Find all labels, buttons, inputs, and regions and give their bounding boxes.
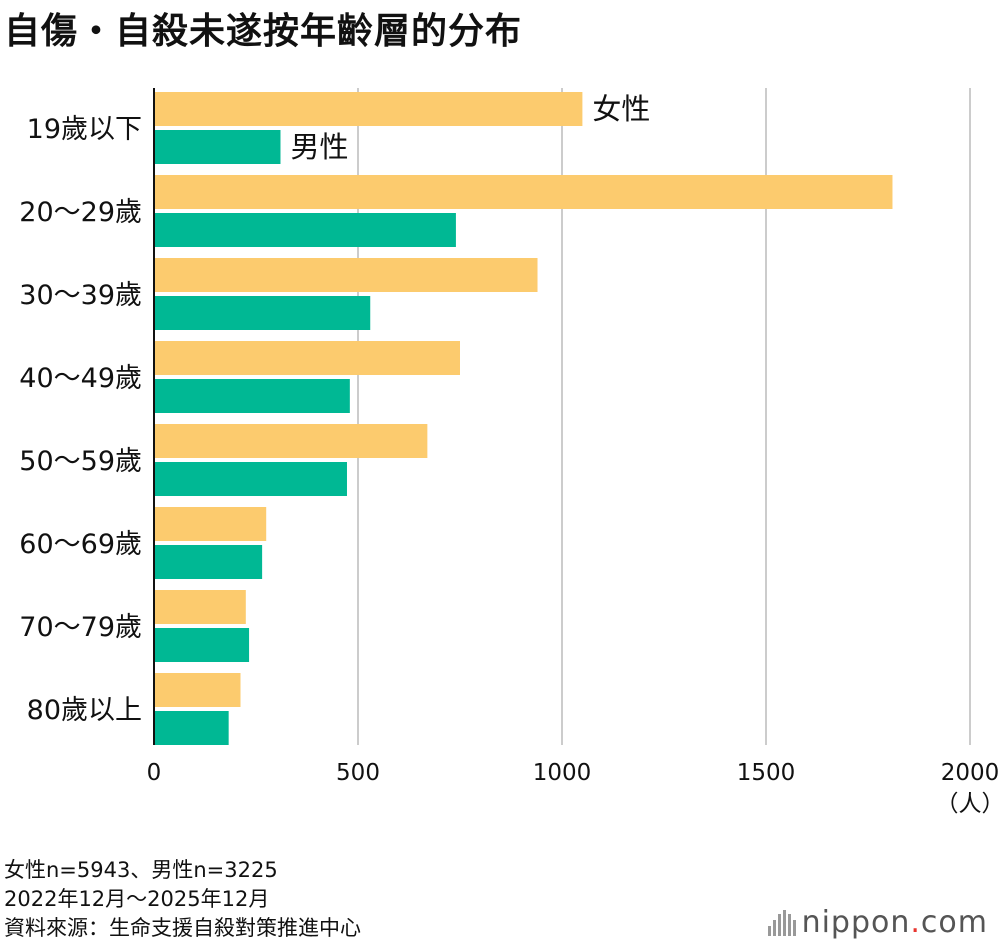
x-tick-label: 0 [147, 760, 162, 786]
logo-suffix: com [920, 905, 988, 940]
bar-female [154, 590, 246, 624]
x-tick-label: 500 [336, 760, 380, 786]
logo-mark-icon [767, 909, 796, 936]
series-label-male: 男性 [290, 130, 348, 164]
bar-male [154, 462, 347, 496]
bar-male [154, 130, 281, 164]
series-label-female: 女性 [592, 92, 650, 126]
bar-male [154, 711, 229, 745]
bar-female [154, 175, 893, 209]
x-tick-label: 2000 [941, 760, 1000, 786]
category-label: 30～39歲 [19, 280, 142, 311]
chart-title: 自傷・自殺未遂按年齡層的分布 [4, 11, 523, 52]
category-label: 80歲以上 [27, 695, 142, 726]
bar-female [154, 92, 583, 126]
bar-male [154, 296, 371, 330]
bar-female [154, 341, 460, 375]
category-label: 20～29歲 [19, 197, 142, 228]
bar-male [154, 379, 350, 413]
logo-dot: . [910, 905, 921, 940]
bar-male [154, 545, 263, 579]
chart-notes: 女性n=5943、男性n=3225 2022年12月～2025年12月 資料來源… [4, 856, 361, 943]
category-label: 60～69歲 [19, 529, 142, 560]
bar-male [154, 628, 250, 662]
category-label: 40～49歲 [19, 363, 142, 394]
note-sample-size: 女性n=5943、男性n=3225 [4, 858, 278, 882]
category-label: 19歲以下 [27, 114, 142, 145]
bar-female [154, 507, 267, 541]
bar-female [154, 424, 428, 458]
x-tick-label: 1500 [737, 760, 796, 786]
bar-female [154, 258, 538, 292]
note-source: 資料來源：生命支援自殺對策推進中心 [4, 916, 361, 940]
bar-female [154, 673, 241, 707]
note-period: 2022年12月～2025年12月 [4, 887, 270, 911]
bar-male [154, 213, 456, 247]
nippon-logo: nippon. com [767, 905, 988, 940]
x-axis-unit: （人） [936, 791, 1000, 817]
x-tick-label: 1000 [533, 760, 592, 786]
category-label: 50～59歲 [19, 446, 142, 477]
category-label: 70～79歲 [19, 612, 142, 643]
logo-name: nippon [801, 905, 911, 940]
